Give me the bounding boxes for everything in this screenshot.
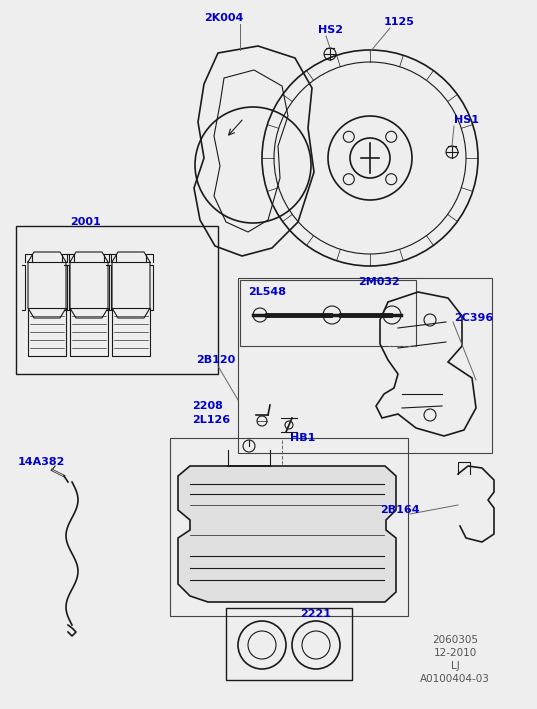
Text: 2L548: 2L548 — [248, 287, 286, 297]
Text: HS2: HS2 — [318, 25, 343, 35]
Text: 2B120: 2B120 — [196, 355, 235, 365]
Text: 2060305: 2060305 — [432, 635, 478, 645]
Text: LJ: LJ — [451, 661, 459, 671]
Text: A0100404-03: A0100404-03 — [420, 674, 490, 684]
Text: 1125: 1125 — [384, 17, 415, 27]
Text: HB1: HB1 — [290, 433, 315, 443]
Text: 2001: 2001 — [70, 217, 101, 227]
Text: 2K004: 2K004 — [204, 13, 244, 23]
Bar — [226, 608, 352, 680]
Text: 2208: 2208 — [192, 401, 223, 411]
Text: 2221: 2221 — [300, 609, 331, 619]
Text: 14A382: 14A382 — [18, 457, 66, 467]
Text: 2L126: 2L126 — [192, 415, 230, 425]
Text: 2B164: 2B164 — [380, 505, 419, 515]
Polygon shape — [178, 466, 396, 602]
Text: HS1: HS1 — [454, 115, 479, 125]
Bar — [240, 280, 416, 346]
Text: 2C396: 2C396 — [454, 313, 494, 323]
Text: 12-2010: 12-2010 — [433, 648, 477, 658]
Text: 2M032: 2M032 — [358, 277, 400, 287]
Bar — [16, 226, 218, 374]
Bar — [170, 438, 408, 616]
Bar — [238, 278, 492, 453]
